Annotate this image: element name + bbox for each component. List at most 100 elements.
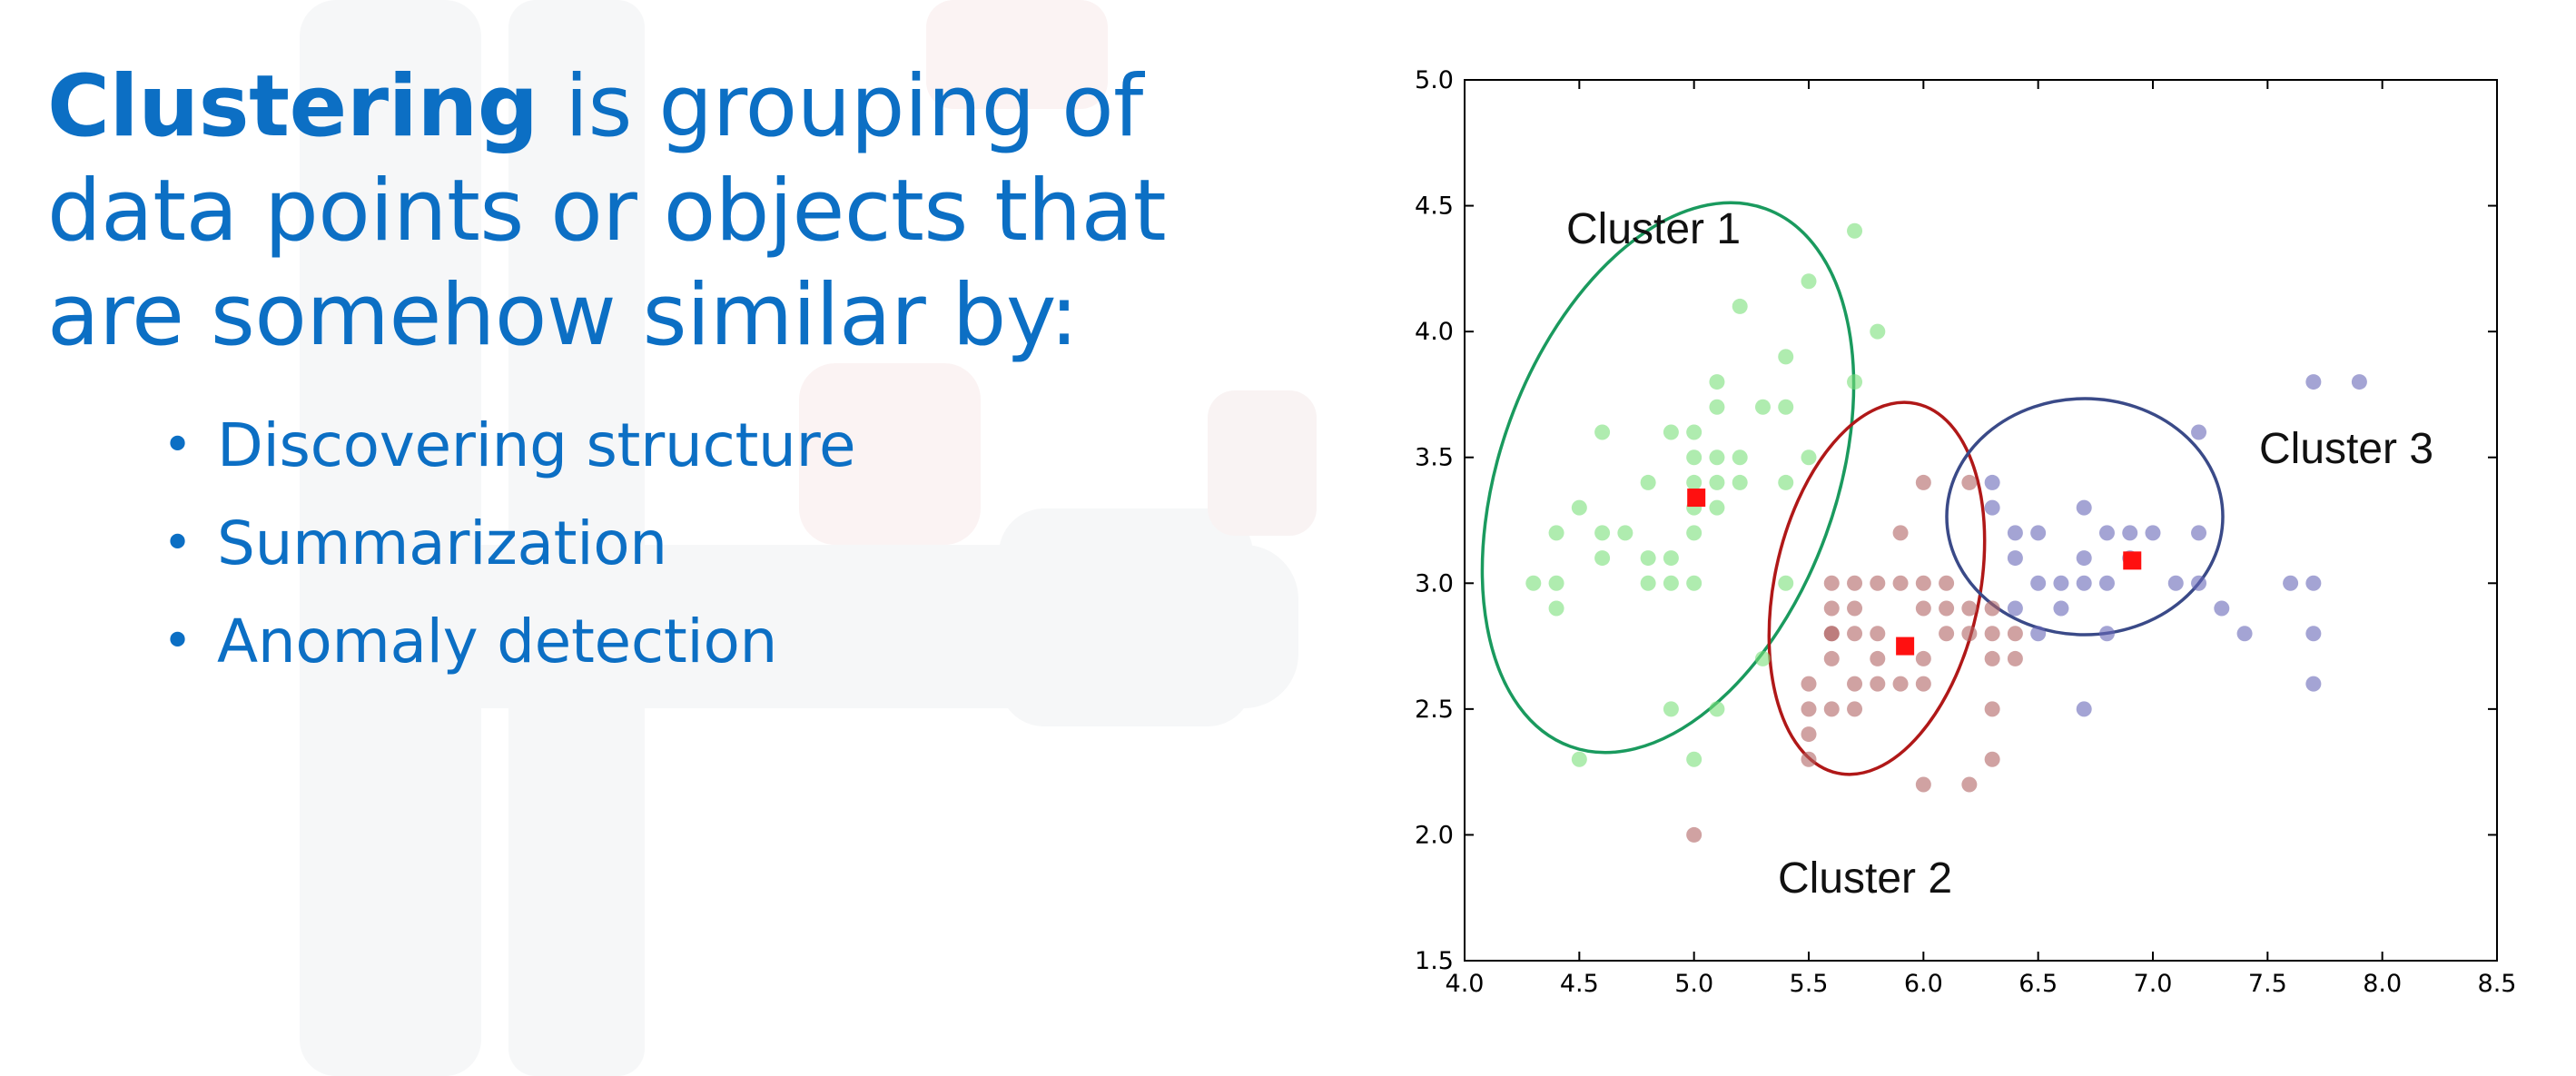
- cluster-3-point: [2076, 575, 2092, 591]
- x-tick-label: 7.0: [2134, 970, 2173, 998]
- bullet-label: Summarization: [217, 508, 667, 578]
- cluster-2-point: [1847, 575, 1863, 591]
- cluster-2-point: [1915, 575, 1931, 591]
- cluster-1-point: [1732, 474, 1748, 490]
- cluster-1-point: [1709, 399, 1725, 415]
- cluster-1-point: [1548, 525, 1564, 541]
- cluster-3-point: [2030, 626, 2047, 642]
- cluster-2-point: [1847, 600, 1863, 617]
- cluster-1-label: Cluster 1: [1566, 205, 1741, 253]
- cluster-2-point: [1984, 650, 2000, 666]
- cluster-1-point: [1571, 751, 1587, 767]
- cluster-3-point: [2236, 626, 2253, 642]
- cluster-1-point: [1732, 298, 1748, 314]
- cluster-2-point: [1984, 701, 2000, 717]
- cluster-2-point: [1939, 575, 1955, 591]
- bullet-icon: •: [163, 514, 192, 573]
- cluster-3-point: [1984, 499, 2000, 516]
- cluster-1-point: [1686, 474, 1703, 490]
- cluster-1-point: [1686, 525, 1703, 541]
- cluster-3-point: [2030, 575, 2047, 591]
- cluster-2-point: [1801, 701, 1817, 717]
- cluster-2-point: [1939, 600, 1955, 617]
- cluster-2-point: [1961, 474, 1978, 490]
- bullet-item: • Discovering structure: [163, 397, 1318, 495]
- cluster-1-point: [1778, 399, 1794, 415]
- cluster-2-point: [1870, 676, 1886, 692]
- cluster-3-point: [2305, 626, 2322, 642]
- cluster-1-point: [1686, 575, 1703, 591]
- bullet-label: Discovering structure: [217, 410, 856, 480]
- cluster-2-point: [2007, 650, 2023, 666]
- cluster-1-point: [1663, 701, 1679, 717]
- cluster-2-point: [1961, 626, 1978, 642]
- bullet-icon: •: [163, 612, 192, 671]
- text-block: Clustering is grouping of data points or…: [47, 54, 1318, 691]
- cluster-1-point: [1594, 525, 1611, 541]
- cluster-1-ellipse: [1480, 201, 1856, 755]
- plot-area-frame: [1464, 79, 2498, 962]
- cluster-3-point: [2076, 499, 2092, 516]
- cluster-1-point: [1801, 273, 1817, 290]
- cluster-1-point: [1571, 499, 1587, 516]
- cluster-2-point: [1892, 525, 1909, 541]
- cluster-3-point: [2351, 374, 2367, 390]
- cluster-2-ellipse: [1767, 400, 1987, 776]
- cluster-1-point: [1870, 323, 1886, 340]
- cluster-1-point: [1709, 374, 1725, 390]
- cluster-3-point: [2007, 525, 2023, 541]
- cluster-1-point: [1617, 525, 1633, 541]
- cluster-1-point: [1778, 474, 1794, 490]
- x-tick-label: 4.0: [1446, 970, 1485, 998]
- cluster-1-point: [1663, 575, 1679, 591]
- cluster-1-point: [1709, 499, 1725, 516]
- cluster-1-point: [1778, 349, 1794, 365]
- cluster-3-point: [2076, 701, 2092, 717]
- x-tick-label: 8.5: [2478, 970, 2517, 998]
- cluster-2-point: [1801, 751, 1817, 767]
- slide-heading: Clustering is grouping of data points or…: [47, 54, 1318, 368]
- cluster-3-point: [2214, 600, 2230, 617]
- heading-keyword: Clustering: [47, 57, 538, 156]
- cluster-2-point: [1801, 676, 1817, 692]
- cluster-1-point: [1686, 449, 1703, 466]
- cluster-2-point: [1939, 626, 1955, 642]
- cluster-2-point: [1915, 474, 1931, 490]
- cluster-1-point: [1548, 600, 1564, 617]
- cluster-2-point: [1847, 676, 1863, 692]
- cluster-2-point: [1686, 826, 1703, 843]
- y-tick-label: 2.5: [1415, 696, 1454, 724]
- cluster-2-point: [1915, 776, 1931, 793]
- cluster-1-point: [1754, 650, 1771, 666]
- cluster-2-point: [1870, 650, 1886, 666]
- y-tick-label: 5.0: [1415, 66, 1454, 94]
- cluster-1-point: [1709, 701, 1725, 717]
- cluster-2-label: Cluster 2: [1778, 854, 1952, 903]
- x-tick-label: 8.0: [2363, 970, 2402, 998]
- scatter-points: [1525, 222, 2367, 843]
- cluster-1-point: [1640, 474, 1656, 490]
- y-tick-label: 4.5: [1415, 192, 1454, 221]
- cluster-1-centroid: [1687, 489, 1706, 508]
- cluster-1-point: [1686, 424, 1703, 440]
- cluster-1-point: [1847, 374, 1863, 390]
- cluster-3-point: [2007, 550, 2023, 567]
- bullet-item: • Anomaly detection: [163, 593, 1318, 691]
- cluster-1-point: [1801, 449, 1817, 466]
- cluster-3-point: [2098, 575, 2115, 591]
- heading-text: is grouping of data points or objects th…: [47, 57, 1167, 365]
- cluster-3-point: [2305, 374, 2322, 390]
- x-tick-label: 5.0: [1674, 970, 1713, 998]
- cluster-2-point: [1823, 626, 1840, 642]
- cluster-3-point: [2305, 676, 2322, 692]
- x-tick-label: 5.5: [1790, 970, 1829, 998]
- y-tick-label: 3.0: [1415, 569, 1454, 597]
- cluster-3-point: [2098, 525, 2115, 541]
- cluster-2-point: [1823, 575, 1840, 591]
- cluster-3-point: [2122, 525, 2138, 541]
- cluster-3-point: [1984, 474, 2000, 490]
- cluster-3-centroid: [2123, 551, 2142, 570]
- cluster-1-point: [1778, 575, 1794, 591]
